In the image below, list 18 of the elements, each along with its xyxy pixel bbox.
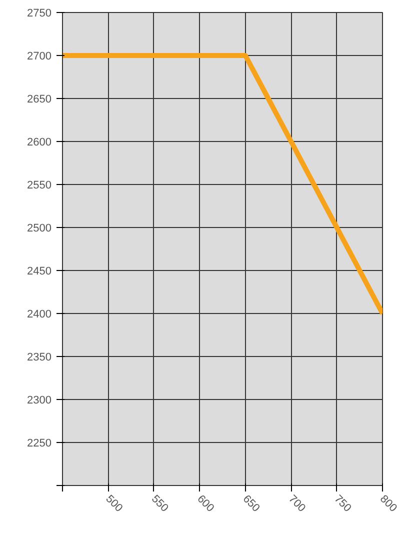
y-tick-label: 2350 (27, 352, 52, 364)
y-tick-label: 2400 (27, 308, 52, 320)
y-tick-label: 2250 (27, 438, 52, 450)
x-tick-label: 650 (240, 492, 262, 514)
x-tick-label: 700 (286, 492, 308, 514)
y-tick-label: 2300 (27, 394, 52, 406)
y-tick-label: 2550 (27, 180, 52, 192)
y-tick-label: 2700 (27, 50, 52, 62)
x-tick-label: 800 (378, 492, 400, 514)
y-tick-label: 2750 (27, 8, 52, 20)
x-tick-label: 750 (332, 492, 354, 514)
y-tick-label: 2450 (27, 266, 52, 278)
y-tick-label: 2650 (27, 94, 52, 106)
x-tick-label: 550 (148, 492, 170, 514)
x-tick-label: 500 (103, 492, 125, 514)
x-tick-label: 600 (194, 492, 216, 514)
y-tick-label: 2500 (27, 222, 52, 234)
y-tick-label: 2600 (27, 136, 52, 148)
